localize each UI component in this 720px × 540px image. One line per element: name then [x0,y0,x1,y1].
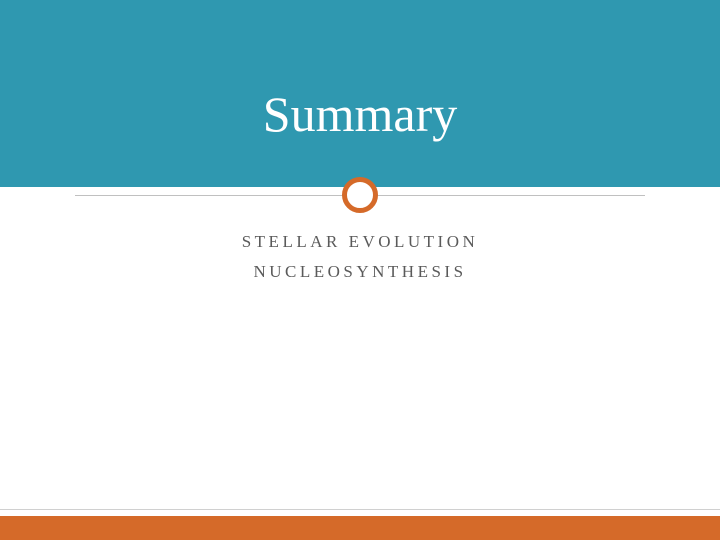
bottom-divider-line [0,509,720,510]
footer-band [0,516,720,540]
slide-title: Summary [0,85,720,143]
subtitle-line-2: NUCLEOSYNTHESIS [0,262,720,282]
ring-accent-icon [342,177,378,213]
subtitle-line-1: STELLAR EVOLUTION [0,232,720,252]
